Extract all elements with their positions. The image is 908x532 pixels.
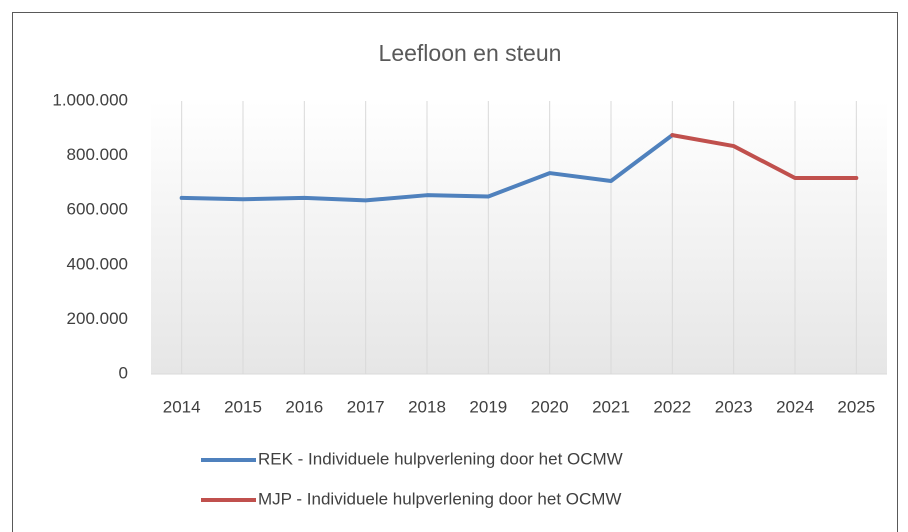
legend-label: MJP - Individuele hulpverlening door het… bbox=[258, 489, 621, 508]
y-tick-label: 1.000.000 bbox=[52, 90, 128, 109]
y-tick-label: 800.000 bbox=[67, 145, 128, 164]
x-tick-label: 2014 bbox=[163, 397, 201, 416]
y-tick-label: 600.000 bbox=[67, 200, 128, 219]
x-tick-label: 2015 bbox=[224, 397, 262, 416]
x-tick-label: 2024 bbox=[776, 397, 814, 416]
x-tick-label: 2021 bbox=[592, 397, 630, 416]
y-tick-label: 200.000 bbox=[67, 309, 128, 328]
plot-area bbox=[151, 101, 887, 374]
legend-label: REK - Individuele hulpverlening door het… bbox=[258, 449, 623, 468]
x-tick-label: 2017 bbox=[347, 397, 385, 416]
x-tick-label: 2023 bbox=[715, 397, 753, 416]
x-tick-label: 2018 bbox=[408, 397, 446, 416]
series-line bbox=[179, 133, 675, 203]
y-tick-label: 0 bbox=[119, 363, 128, 382]
chart-title: Leefloon en steun bbox=[379, 40, 562, 66]
x-tick-label: 2025 bbox=[837, 397, 875, 416]
y-tick-label: 400.000 bbox=[67, 254, 128, 273]
x-tick-label: 2016 bbox=[285, 397, 323, 416]
series-line bbox=[670, 133, 859, 180]
x-tick-label: 2020 bbox=[531, 397, 569, 416]
x-tick-label: 2019 bbox=[469, 397, 507, 416]
x-tick-label: 2022 bbox=[653, 397, 691, 416]
